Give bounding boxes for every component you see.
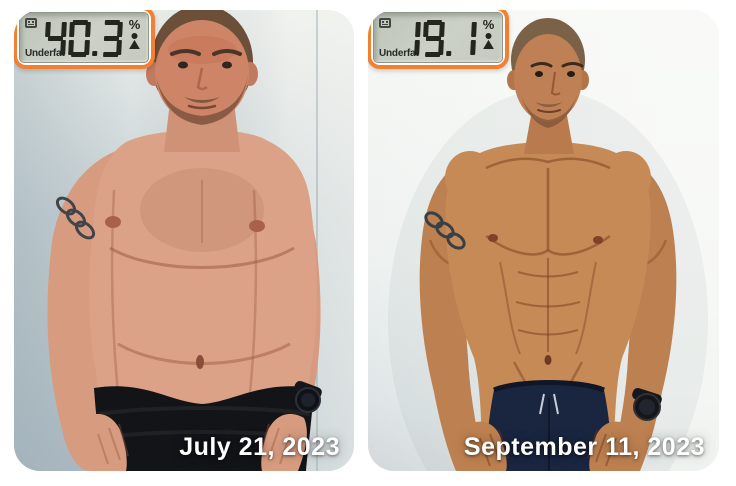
after-lcd-unit: % (481, 17, 496, 50)
after-lcd-screen: % Underfat (373, 12, 503, 63)
after-photo: % Underfat September 11, 2023 (368, 10, 719, 471)
percent-sign: % (482, 17, 495, 32)
after-photo-illustration (368, 10, 719, 471)
before-lcd-unit: % (127, 17, 142, 50)
before-date-label: July 21, 2023 (179, 433, 340, 461)
smiley-indicator-icon (25, 18, 37, 28)
after-shorts (486, 380, 612, 471)
before-watch (294, 380, 322, 413)
before-photo: % Underfat July 21, 2023 (14, 10, 354, 471)
person-indicator-icon (128, 33, 141, 50)
after-arm-tattoo (424, 211, 466, 250)
after-underfat-label: Underfat (379, 48, 419, 59)
after-hands (465, 421, 631, 471)
before-photo-illustration (14, 10, 354, 471)
after-bodyfat-scale-display: % Underfat (368, 10, 509, 69)
before-head (146, 10, 258, 125)
before-lcd-screen: % Underfat (19, 12, 149, 63)
percent-sign: % (128, 17, 141, 32)
before-person-figure (47, 10, 322, 471)
after-person-figure (419, 18, 677, 471)
before-bodyfat-scale-display: % Underfat (14, 10, 155, 69)
after-date-label: September 11, 2023 (463, 433, 705, 461)
before-arm-tattoo (55, 196, 96, 240)
before-underfat-label: Underfat (25, 48, 65, 59)
smiley-indicator-icon (379, 18, 391, 28)
after-watch (632, 387, 662, 421)
after-head (507, 18, 589, 128)
person-indicator-icon (482, 33, 495, 50)
before-hands (81, 414, 307, 471)
